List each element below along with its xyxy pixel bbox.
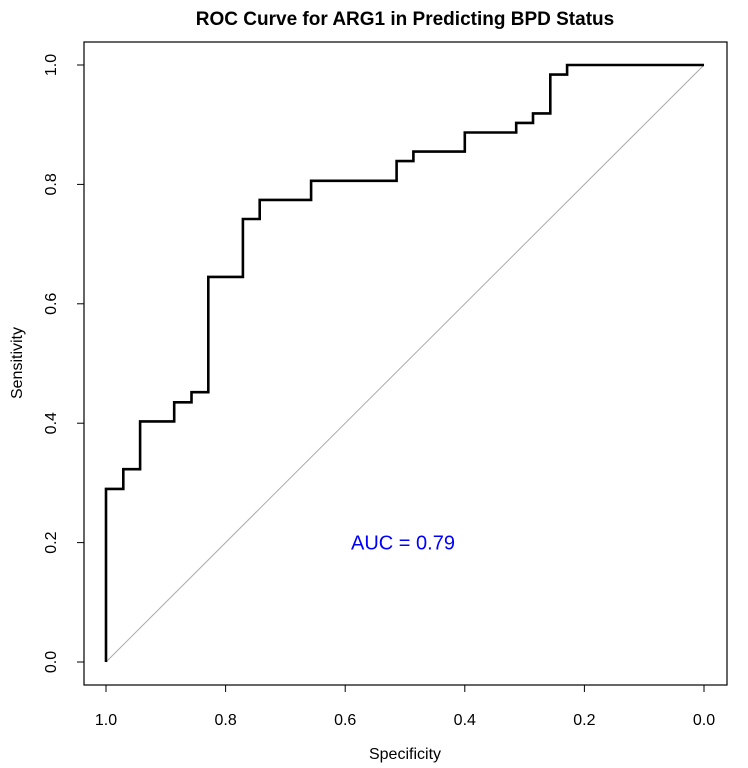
- y-axis: 0.0 0.2 0.4 0.6 0.8 1.0: [43, 54, 85, 673]
- x-axis: 1.0 0.8 0.6 0.4 0.2 0.0: [95, 684, 715, 729]
- x-tick-label: 0.4: [454, 712, 476, 729]
- y-axis-label: Sensitivity: [9, 327, 26, 399]
- auc-annotation: AUC = 0.79: [351, 533, 455, 555]
- y-tick-label: 0.6: [43, 293, 60, 315]
- x-tick-label: 1.0: [95, 712, 117, 729]
- roc-curve-line: [104, 63, 704, 662]
- y-tick-label: 0.0: [43, 651, 60, 673]
- reference-line-layer: [105, 64, 705, 663]
- series-layer: [104, 63, 704, 662]
- x-tick-label: 0.8: [214, 712, 236, 729]
- chart-title: ROC Curve for ARG1 in Predicting BPD Sta…: [196, 9, 614, 30]
- x-tick-label: 0.6: [334, 712, 356, 729]
- y-tick-label: 0.4: [43, 412, 60, 434]
- y-tick-label: 1.0: [43, 54, 60, 76]
- y-tick-label: 0.8: [43, 173, 60, 195]
- reference-diagonal-line: [105, 64, 705, 663]
- y-tick-label: 0.2: [43, 531, 60, 553]
- x-tick-label: 0.0: [693, 712, 715, 729]
- x-axis-label: Specificity: [369, 746, 441, 763]
- x-tick-label: 0.2: [573, 712, 595, 729]
